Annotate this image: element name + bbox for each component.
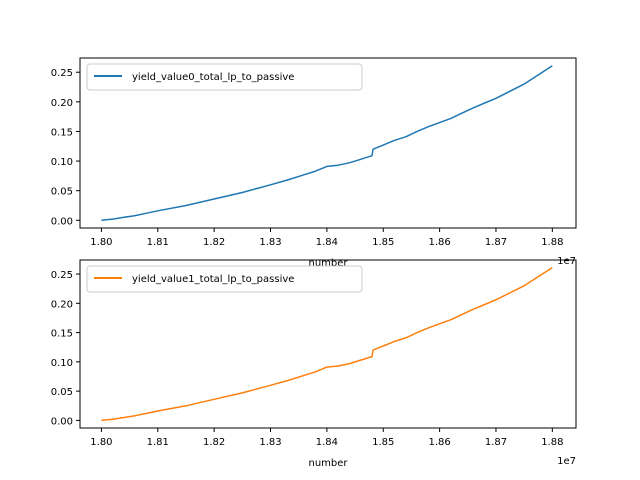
y-tick-label: 0.10 <box>51 157 73 168</box>
y-tick-label: 0.25 <box>51 68 73 79</box>
series-line <box>101 266 553 422</box>
x-tick-label: 1.84 <box>316 237 338 248</box>
legend: yield_value1_total_lp_to_passive <box>86 265 363 293</box>
y-axis-ticks: 0.00 0.05 0.10 0.15 0.20 0.25 <box>51 270 80 427</box>
x-tick-label: 1.88 <box>541 237 563 248</box>
axes-frame <box>79 57 577 229</box>
x-tick-label: 1.82 <box>203 437 225 448</box>
series-line <box>101 65 553 222</box>
x-tick-label: 1.81 <box>147 437 169 448</box>
legend-box <box>86 63 363 91</box>
y-tick-label: 0.20 <box>51 299 73 310</box>
x-tick-label: 1.88 <box>541 437 563 448</box>
x-tick-label: 1.86 <box>428 437 450 448</box>
y-tick-label: 0.05 <box>51 187 73 198</box>
y-tick-label: 0.05 <box>51 387 73 398</box>
subplot-bottom: 1.80 1.81 1.82 1.83 1.84 1.85 1.86 1.87 1.88 0.0… <box>51 259 577 469</box>
legend-label: yield_value0_total_lp_to_passive <box>132 72 294 83</box>
x-tick-label: 1.83 <box>259 237 281 248</box>
y-tick-label: 0.00 <box>51 216 73 227</box>
x-tick-label: 1.82 <box>203 237 225 248</box>
y-tick-label: 0.10 <box>51 358 73 369</box>
series-layer <box>101 65 553 222</box>
subplot-top: 1.80 1.81 1.82 1.83 1.84 1.85 1.86 1.87 1.88 0.0… <box>51 57 577 269</box>
legend: yield_value0_total_lp_to_passive <box>86 63 363 91</box>
x-tick-label: 1.85 <box>372 237 394 248</box>
y-tick-label: 0.00 <box>51 416 73 427</box>
y-tick-label: 0.20 <box>51 98 73 109</box>
x-tick-label: 1.80 <box>90 437 112 448</box>
x-axis-ticks: 1.80 1.81 1.82 1.83 1.84 1.85 1.86 1.87 1.88 <box>90 228 563 248</box>
x-tick-label: 1.87 <box>485 437 507 448</box>
x-tick-label: 1.85 <box>372 437 394 448</box>
y-tick-label: 0.15 <box>51 329 73 340</box>
x-tick-label: 1.81 <box>147 237 169 248</box>
x-offset-text: 1e7 <box>557 456 576 467</box>
x-tick-label: 1.80 <box>90 237 112 248</box>
y-axis-ticks: 0.00 0.05 0.10 0.15 0.20 0.25 <box>51 68 80 227</box>
x-axis-ticks: 1.80 1.81 1.82 1.83 1.84 1.85 1.86 1.87 1.88 <box>90 428 563 448</box>
series-layer <box>101 266 553 422</box>
legend-label: yield_value1_total_lp_to_passive <box>132 274 294 285</box>
x-tick-label: 1.86 <box>428 237 450 248</box>
x-axis-label: number <box>308 258 348 269</box>
x-offset-text: 1e7 <box>557 256 576 267</box>
y-tick-label: 0.15 <box>51 127 73 138</box>
y-tick-label: 0.25 <box>51 270 73 281</box>
x-axis-label: number <box>308 458 348 469</box>
x-tick-label: 1.84 <box>316 437 338 448</box>
axes-frame <box>79 259 577 429</box>
x-tick-label: 1.87 <box>485 237 507 248</box>
x-tick-label: 1.83 <box>259 437 281 448</box>
legend-box <box>86 265 363 293</box>
